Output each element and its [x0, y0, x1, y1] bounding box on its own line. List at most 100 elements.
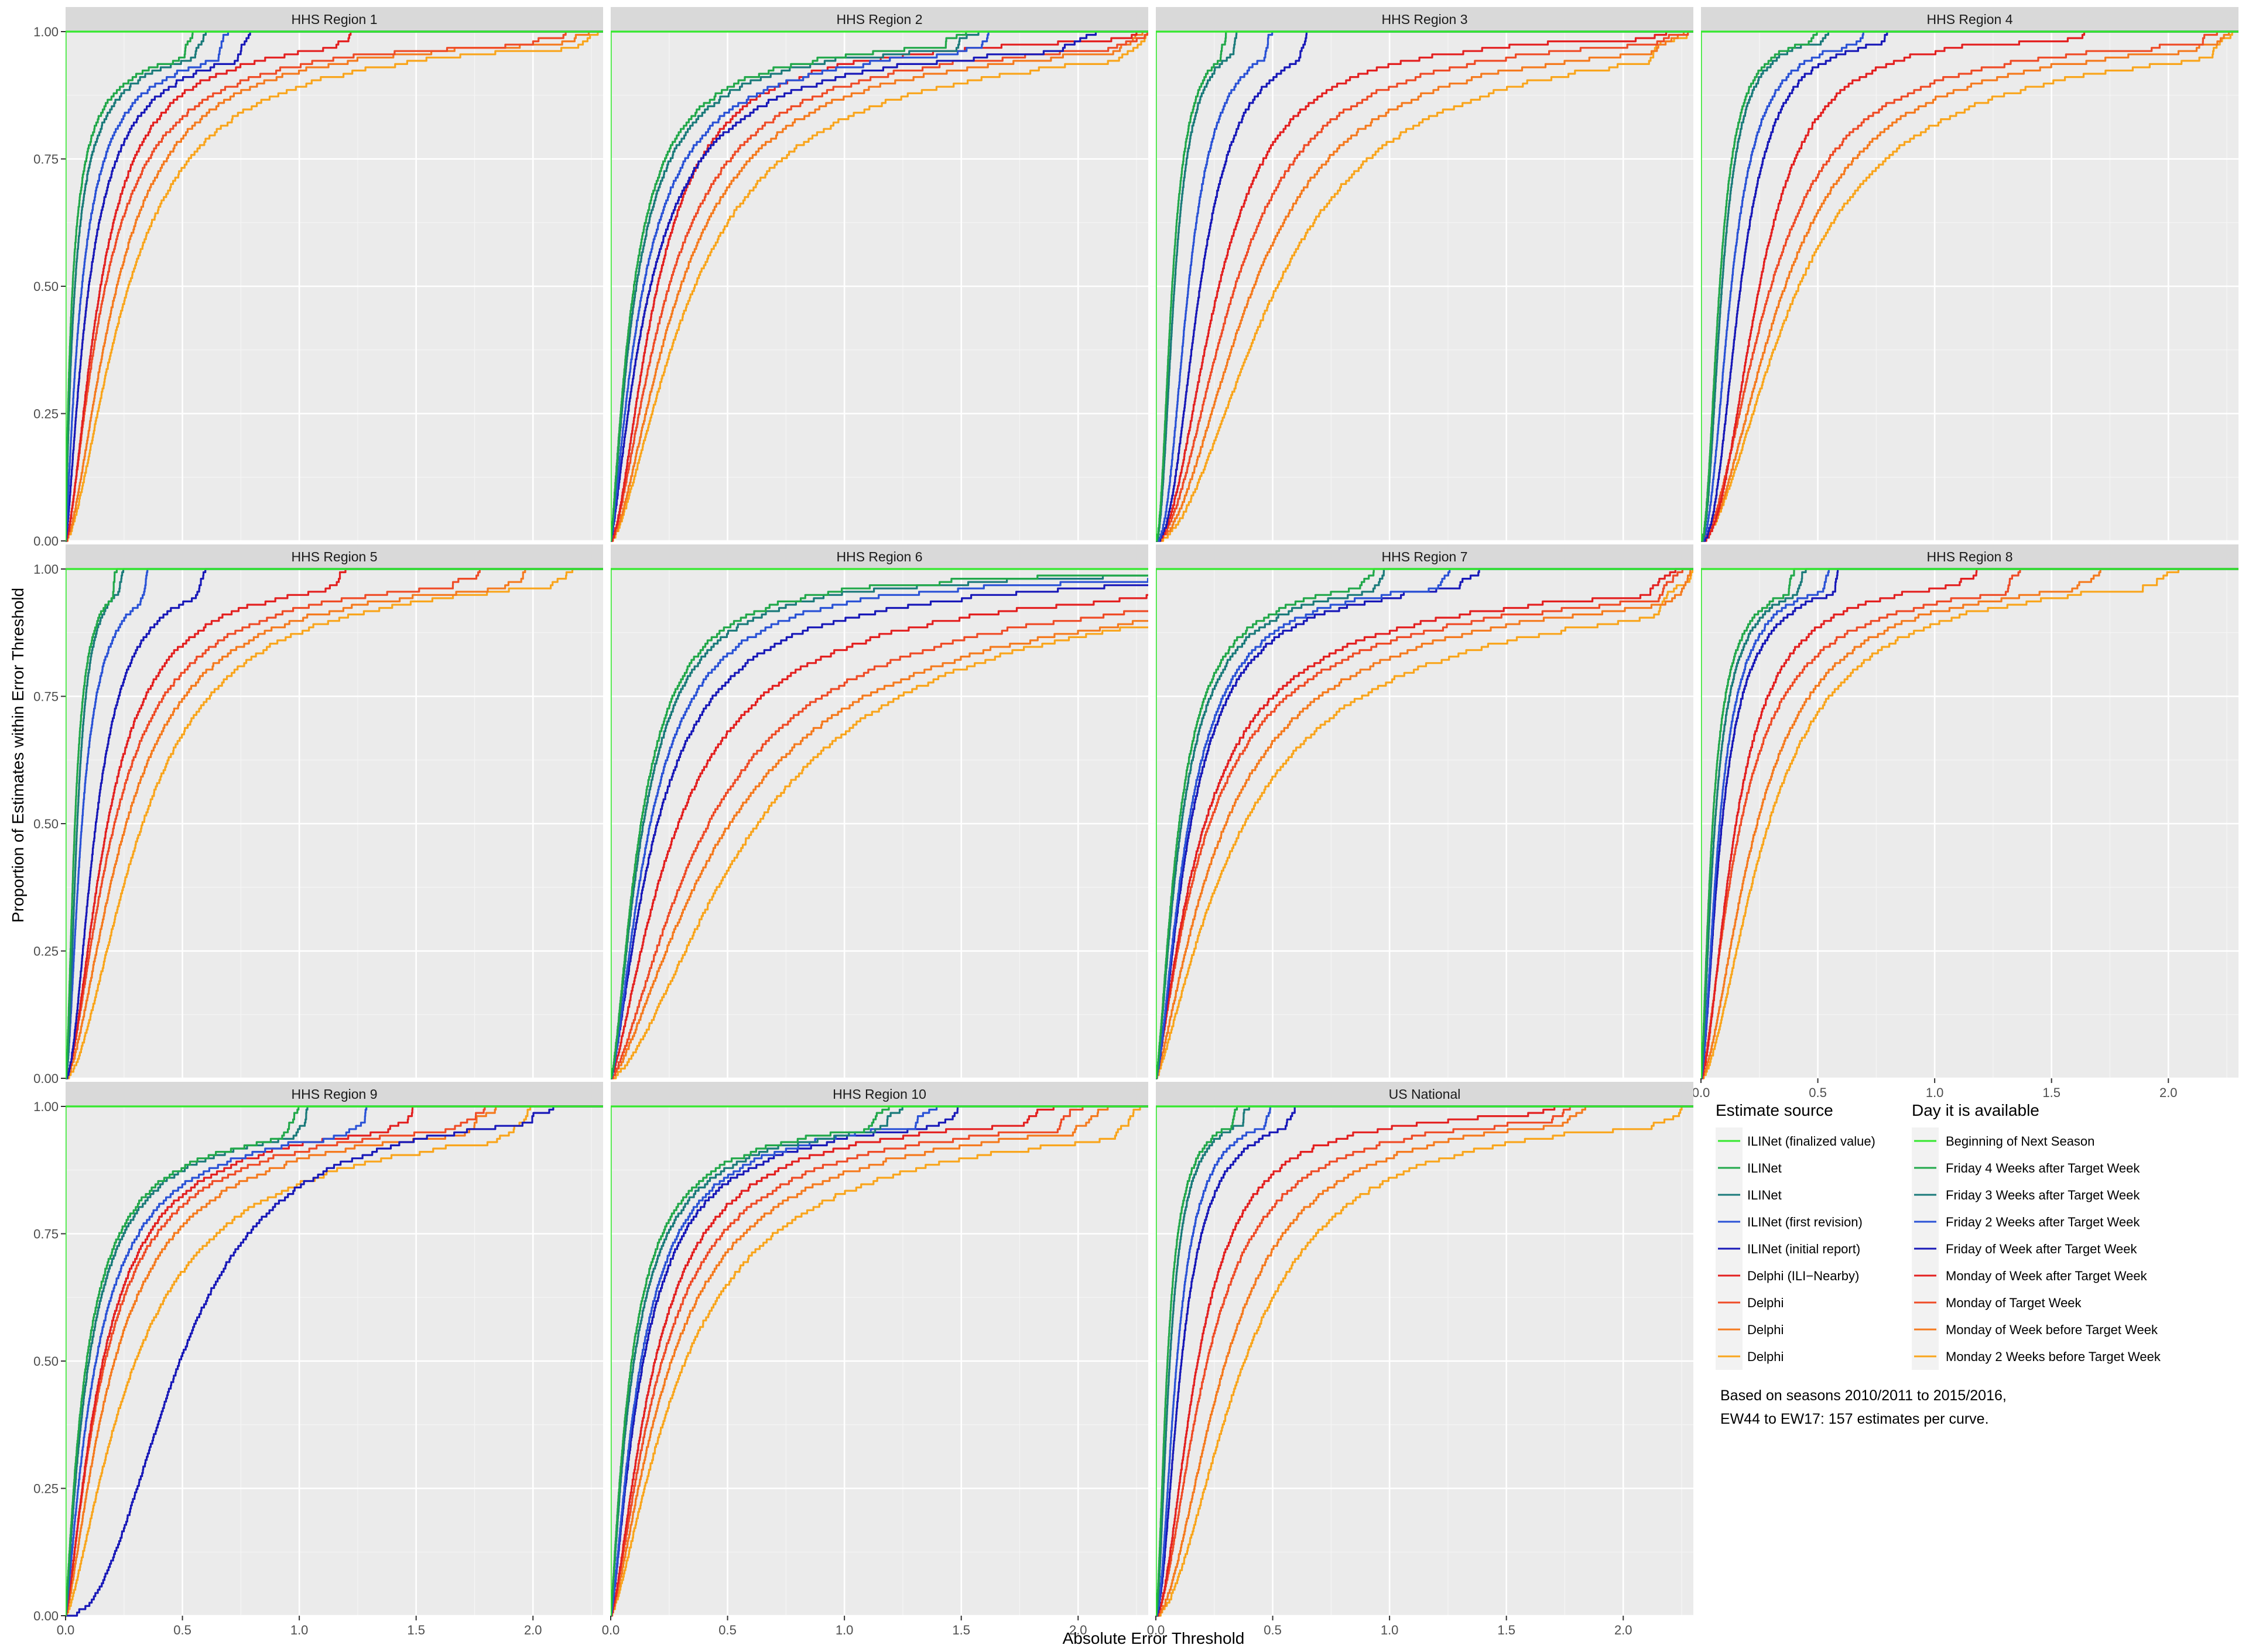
series-group — [611, 30, 1148, 542]
series-group — [1701, 568, 2238, 1079]
footnote-text: EW44 to EW17: 157 estimates per curve. — [1720, 1411, 1989, 1427]
series-line — [1156, 568, 1693, 1079]
series-group — [1701, 30, 2238, 542]
facet-strip — [66, 1082, 603, 1106]
series-line — [611, 30, 1148, 542]
facet-panel: HHS Region 1 0.00 0.25 0.50 0.75 1.00 — [33, 7, 603, 549]
legend-label-day: Friday 3 Weeks after Target Week — [1946, 1188, 2140, 1202]
series-line — [1156, 1105, 1693, 1617]
series-line — [611, 568, 1148, 1078]
x-tick-label: 1.0 — [836, 1623, 854, 1637]
series-line — [1156, 1105, 1693, 1617]
legend-label-source: Delphi — [1747, 1295, 1784, 1310]
facet-strip — [611, 544, 1148, 569]
series-line — [611, 1105, 1148, 1617]
series-group — [1156, 568, 1693, 1079]
x-tick-label: 1.5 — [2042, 1085, 2060, 1100]
y-tick-label: 0.25 — [33, 407, 59, 421]
series-line — [66, 568, 603, 1079]
y-tick-label: 0.75 — [33, 1227, 59, 1242]
x-tick-label: 0.5 — [173, 1623, 191, 1637]
facet-strip — [66, 7, 603, 32]
y-tick-label: 0.00 — [33, 1609, 59, 1623]
facet-panel: HHS Region 2 — [610, 7, 1148, 542]
facet-strip — [1156, 1082, 1693, 1106]
series-line — [1156, 568, 1693, 1079]
legend-label-day: Monday of Week after Target Week — [1946, 1269, 2148, 1283]
series-line — [1156, 568, 1693, 1079]
series-line — [1701, 30, 2238, 541]
series-line — [1156, 568, 1693, 1079]
series-line — [1701, 30, 2238, 542]
x-tick-label: 2.0 — [524, 1623, 542, 1637]
facet-title: US National — [1389, 1087, 1461, 1102]
legend-label-source: ILINet (first revision) — [1747, 1215, 1863, 1229]
series-group — [1156, 30, 1693, 542]
y-tick-label: 0.50 — [33, 279, 59, 294]
series-line — [66, 568, 603, 1079]
x-tick-label: 2.0 — [2159, 1085, 2178, 1100]
legend-label-source: Delphi — [1747, 1349, 1784, 1364]
legend-label-day: Beginning of Next Season — [1946, 1134, 2094, 1149]
series-line — [1701, 568, 2238, 1079]
series-line — [66, 568, 603, 1079]
series-line — [1701, 568, 2238, 1079]
facet-title: HHS Region 9 — [291, 1087, 377, 1102]
legend-label-day: Monday of Target Week — [1946, 1295, 2082, 1310]
series-line — [1156, 568, 1693, 1079]
series-line — [611, 626, 1148, 1079]
series-line — [1156, 30, 1693, 542]
facet-strip — [611, 7, 1148, 32]
legend-label-source: ILINet — [1747, 1188, 1782, 1202]
x-tick-label: 2.0 — [1069, 1623, 1087, 1637]
series-line — [66, 30, 603, 542]
legend-label-source: ILINet (initial report) — [1747, 1242, 1860, 1256]
series-line — [66, 1105, 603, 1617]
series-line — [66, 568, 603, 1079]
series-line — [1156, 30, 1693, 542]
facet-panel: HHS Region 10 0.0 0.5 1.0 1.5 2.0 — [602, 1082, 1148, 1637]
x-tick-label: 0.5 — [1264, 1623, 1282, 1637]
series-group — [66, 568, 603, 1079]
x-axis-title: Absolute Error Threshold — [1063, 1629, 1245, 1647]
facet-title: HHS Region 7 — [1381, 549, 1467, 564]
y-tick-label: 0.75 — [33, 690, 59, 704]
y-tick-label: 0.25 — [33, 1482, 59, 1496]
x-tick-label: 1.5 — [952, 1623, 970, 1637]
legend: Estimate source Day it is available ILINet… — [1716, 1101, 2161, 1427]
x-tick-label: 1.0 — [1926, 1085, 1944, 1100]
series-line — [611, 610, 1148, 1079]
series-line — [611, 1105, 1148, 1616]
series-line — [611, 30, 1148, 542]
y-tick-label: 1.00 — [33, 562, 59, 577]
facet-strip — [611, 1082, 1148, 1106]
series-line — [1701, 30, 2238, 542]
series-line — [66, 30, 603, 542]
legend-label-day: Friday of Week after Target Week — [1946, 1242, 2137, 1256]
y-tick-label: 0.00 — [33, 534, 59, 549]
x-tick-label: 0.0 — [1692, 1085, 1710, 1100]
series-group — [611, 568, 1148, 1079]
series-line — [1701, 568, 2238, 1079]
series-line — [66, 1105, 603, 1617]
facet-panel: US National 0.0 0.5 1.0 1.5 2.0 — [1147, 1082, 1693, 1637]
y-tick-label: 0.75 — [33, 152, 59, 167]
series-line — [1156, 1105, 1693, 1617]
series-line — [66, 30, 603, 541]
legend-label-day: Friday 4 Weeks after Target Week — [1946, 1161, 2140, 1175]
y-tick-label: 0.50 — [33, 817, 59, 831]
footnote-text: Based on seasons 2010/2011 to 2015/2016, — [1720, 1387, 2007, 1404]
x-tick-label: 1.5 — [1497, 1623, 1515, 1637]
series-line — [611, 594, 1148, 1079]
series-line — [1701, 568, 2238, 1078]
legend-label-source: ILINet (finalized value) — [1747, 1134, 1875, 1149]
legend-label-source: Delphi — [1747, 1322, 1784, 1337]
series-line — [1156, 30, 1693, 542]
series-line — [611, 30, 1148, 542]
legend-title-day: Day it is available — [1912, 1101, 2039, 1119]
series-line — [611, 30, 1148, 542]
y-tick-label: 0.25 — [33, 944, 59, 959]
series-line — [66, 1105, 603, 1617]
facet-title: HHS Region 6 — [836, 549, 922, 564]
